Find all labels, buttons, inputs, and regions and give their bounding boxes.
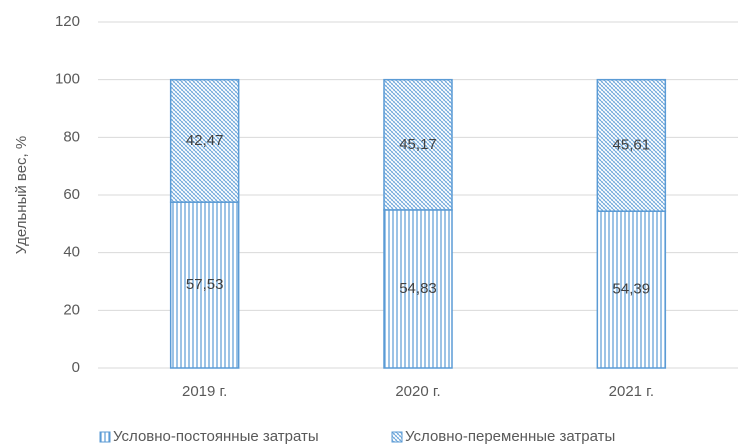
y-tick-label: 40 (63, 244, 80, 261)
y-axis-label: Удельный вес, % (13, 136, 30, 254)
y-tick-label: 120 (55, 13, 80, 30)
bar-segment (169, 201, 240, 369)
x-tick-label: 2020 г. (395, 383, 440, 400)
y-tick-label: 100 (55, 71, 80, 88)
bar-segment (596, 78, 667, 212)
bar-segment (383, 209, 453, 369)
value-label: 45,17 (399, 136, 437, 153)
value-label: 54,83 (399, 280, 437, 297)
bar-segment (383, 78, 453, 211)
value-label: 54,39 (613, 281, 651, 298)
y-tick-label: 20 (63, 301, 80, 318)
x-tick-label: 2021 г. (609, 383, 654, 400)
legend-label: Условно-переменные затраты (405, 428, 615, 445)
y-tick-label: 0 (72, 359, 80, 376)
y-tick-label: 80 (63, 128, 80, 145)
value-label: 57,53 (186, 276, 224, 293)
legend-swatch (391, 431, 403, 443)
legend-swatch (99, 431, 111, 443)
legend-label: Условно-постоянные затраты (113, 428, 319, 445)
value-label: 42,47 (186, 132, 224, 149)
x-tick-label: 2019 г. (182, 383, 227, 400)
y-tick-label: 60 (63, 186, 80, 203)
value-label: 45,61 (613, 136, 651, 153)
bar-segment (169, 78, 240, 203)
bar-segment (596, 210, 667, 369)
